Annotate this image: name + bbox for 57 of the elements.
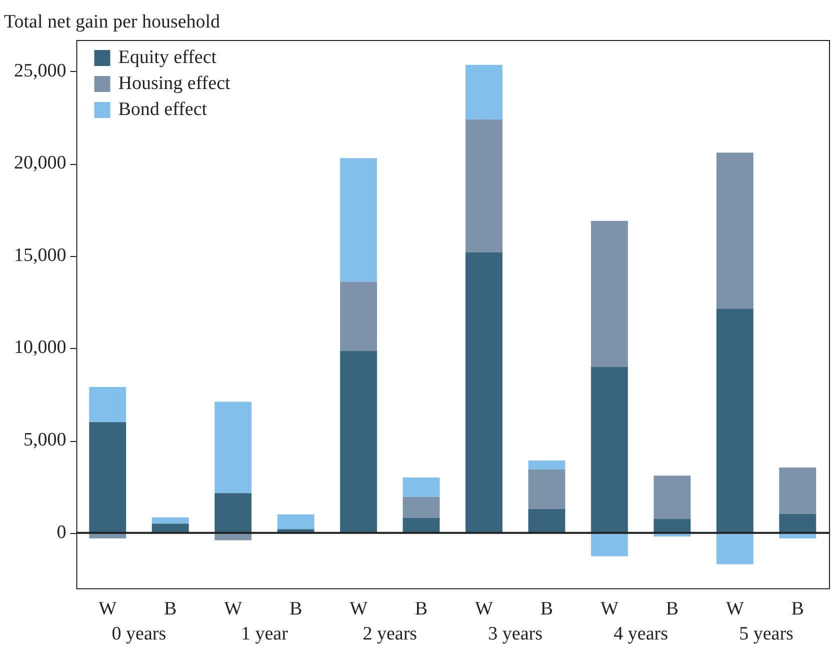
y-tick-label: 20,000 bbox=[14, 152, 66, 174]
bar bbox=[340, 351, 378, 533]
bar bbox=[654, 476, 691, 519]
bar bbox=[152, 517, 189, 524]
legend-label: Bond effect bbox=[118, 98, 208, 120]
bar bbox=[590, 532, 628, 556]
bar bbox=[654, 518, 691, 533]
x-tick-label: B bbox=[414, 598, 428, 620]
bar bbox=[466, 252, 502, 533]
x-tick-label: B bbox=[289, 598, 302, 620]
bar bbox=[402, 518, 440, 533]
bar bbox=[214, 402, 252, 494]
bar bbox=[779, 514, 816, 533]
y-axis-title: Total net gain per household bbox=[4, 11, 221, 32]
text: 0 years bbox=[112, 624, 166, 645]
text: 4 years bbox=[614, 624, 668, 645]
bar bbox=[152, 524, 189, 533]
bar bbox=[528, 508, 566, 533]
bar bbox=[89, 387, 126, 422]
y-tick-label: 0 bbox=[56, 522, 66, 543]
bar bbox=[89, 422, 126, 533]
x-tick-label: W bbox=[350, 598, 368, 620]
x-tick-label: B bbox=[164, 598, 177, 620]
y-tick-label: 15,000 bbox=[14, 244, 66, 266]
text: 5 years bbox=[739, 624, 794, 645]
x-tick-label: B bbox=[666, 598, 679, 620]
y-tick-label: 25,000 bbox=[14, 60, 66, 82]
x-tick-label: W bbox=[726, 598, 744, 620]
bar bbox=[528, 460, 566, 470]
bar bbox=[590, 366, 628, 533]
text: 2 years bbox=[362, 624, 418, 645]
bar bbox=[779, 467, 816, 514]
bar bbox=[402, 496, 440, 518]
y-tick-label: 5,000 bbox=[24, 430, 66, 451]
x-tick-label: W bbox=[224, 598, 242, 620]
bar bbox=[340, 282, 378, 352]
bar bbox=[716, 532, 754, 564]
bar bbox=[466, 64, 502, 120]
x-tick-label: B bbox=[540, 598, 554, 620]
text: 3 years bbox=[488, 624, 543, 645]
x-tick-label: W bbox=[600, 598, 618, 620]
bar bbox=[340, 158, 378, 282]
bar bbox=[716, 152, 754, 309]
legend-label: Housing effect bbox=[118, 72, 232, 94]
x-tick-label: W bbox=[98, 598, 117, 620]
bar bbox=[402, 477, 440, 497]
x-tick-label: B bbox=[791, 598, 804, 620]
x-tick-label: W bbox=[475, 598, 494, 620]
bar bbox=[466, 119, 502, 252]
bar bbox=[590, 220, 628, 367]
bar bbox=[716, 308, 754, 533]
y-tick-label: 10,000 bbox=[14, 337, 66, 358]
bar bbox=[528, 470, 566, 509]
legend-label: Equity effect bbox=[118, 46, 218, 68]
bar bbox=[277, 514, 314, 530]
bar bbox=[214, 493, 252, 533]
text: 1 year bbox=[240, 624, 289, 645]
